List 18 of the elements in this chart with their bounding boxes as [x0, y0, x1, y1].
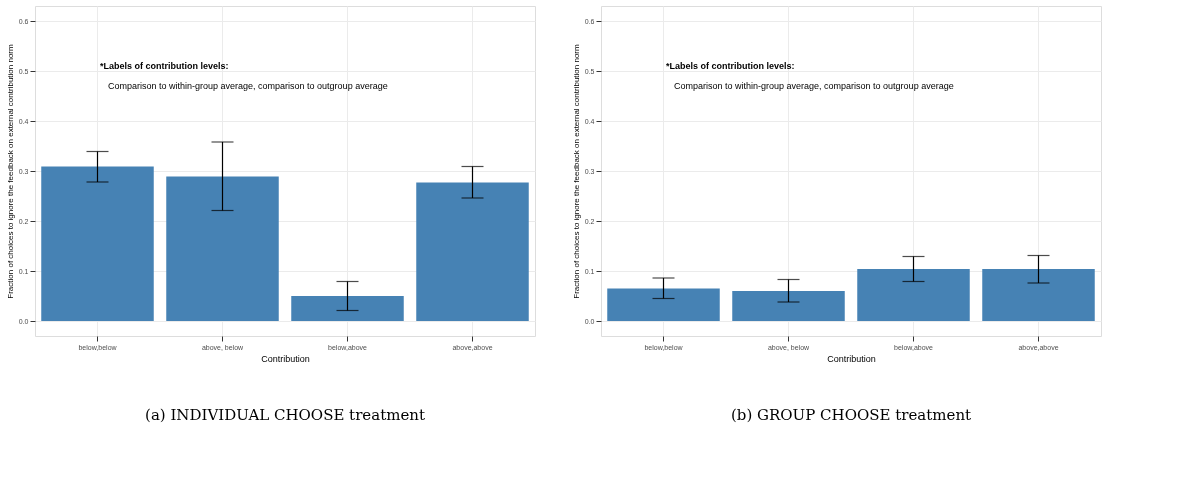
x-axis-title: Contribution	[261, 353, 310, 364]
bar	[41, 166, 154, 321]
annotation: Comparison to within-group average, comparison to outgroup average	[108, 81, 388, 91]
bar	[732, 291, 845, 321]
annotation: Comparison to within-group average, comparison to outgroup average	[674, 81, 954, 91]
bar	[607, 288, 720, 321]
bar	[416, 182, 529, 321]
y-axis-title: Fraction of choices to ignore the feedback on external contribution norm	[5, 43, 15, 299]
text: (b) GROUP CHOOSE treatment	[730, 406, 972, 424]
text: (a) INDIVIDUAL CHOOSE treatment	[145, 406, 425, 424]
bar	[166, 176, 279, 321]
bar	[857, 269, 970, 321]
bar	[291, 296, 404, 321]
annotation: *Labels of contribution levels:	[666, 61, 795, 71]
y-axis-title: Fraction of choices to ignore the feedback on external contribution norm	[571, 43, 581, 299]
annotation: *Labels of contribution levels:	[100, 61, 229, 71]
bar	[982, 269, 1095, 321]
x-axis-title: Contribution	[827, 353, 876, 364]
